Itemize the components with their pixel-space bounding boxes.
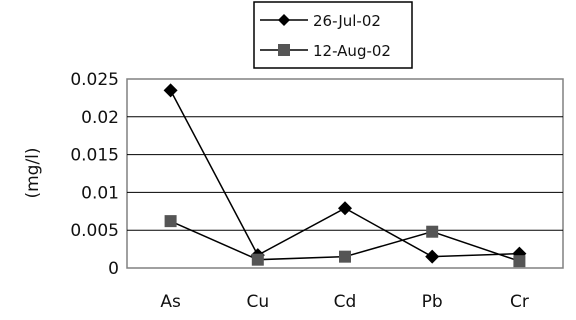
legend: 26-Jul-02 12-Aug-02: [253, 1, 413, 69]
data-point-diamond: [338, 201, 352, 216]
y-axis-ticks: 0 0.005 0.01 0.015 0.02 0.025: [70, 70, 119, 279]
y-axis-label: (mg/l): [23, 147, 43, 198]
y-tick-label: 0.02: [81, 108, 119, 128]
x-tick-label: Cr: [510, 292, 529, 312]
data-point-diamond: [163, 83, 178, 98]
gridlines: [127, 116, 563, 231]
plot-area: [126, 78, 564, 269]
data-point-square: [513, 255, 526, 268]
data-point-diamond: [425, 249, 440, 264]
y-tick-label: 0.025: [70, 70, 119, 90]
y-tick-label: 0: [108, 259, 119, 279]
y-tick-label: 0.005: [70, 221, 119, 241]
data-point-square: [251, 253, 264, 266]
legend-square-marker: [278, 44, 290, 56]
y-tick-label: 0.01: [81, 183, 119, 203]
data-point-square: [426, 225, 439, 238]
legend-label-series-2: 12-Aug-02: [313, 42, 391, 60]
series-line-1: [169, 89, 520, 258]
x-axis-ticks: As Cu Cd Pb Cr: [160, 292, 528, 312]
x-tick-label: Cd: [334, 292, 357, 312]
x-tick-label: Pb: [422, 292, 443, 312]
x-tick-label: As: [160, 292, 181, 312]
data-point-square: [164, 215, 177, 228]
data-point-square: [339, 250, 351, 263]
legend-label-series-1: 26-Jul-02: [313, 12, 381, 30]
series-group: [163, 83, 527, 268]
y-tick-label: 0.015: [70, 146, 119, 166]
legend-diamond-marker: [278, 14, 290, 26]
legend-box: [253, 1, 413, 69]
x-tick-label: Cu: [246, 292, 269, 312]
